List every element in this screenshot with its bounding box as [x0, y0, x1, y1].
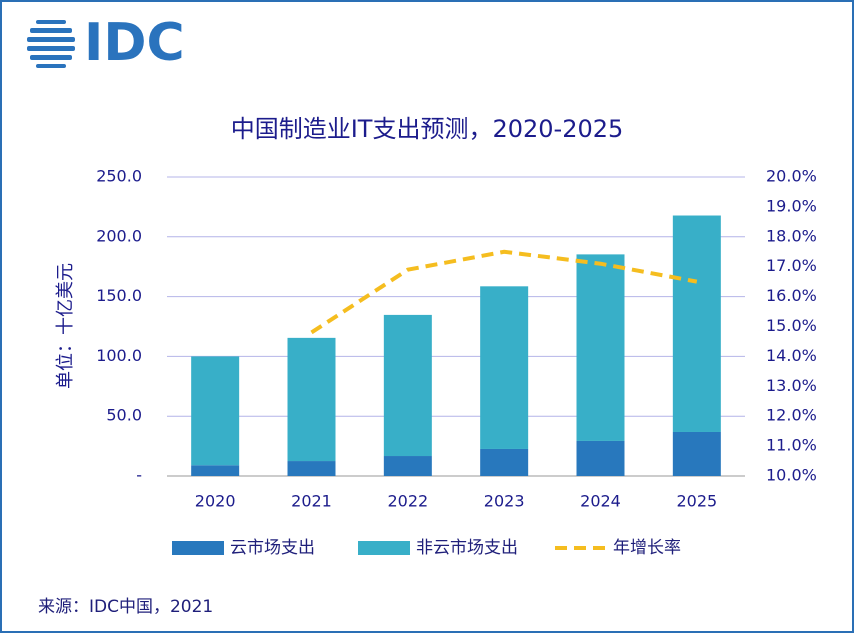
- y2-tick-label: 16.0%: [766, 286, 817, 305]
- logo-text: IDC: [84, 13, 185, 73]
- bar: [191, 356, 240, 466]
- legend-label: 年增长率: [613, 538, 681, 558]
- bar: [576, 254, 625, 441]
- chart-title: 中国制造业IT支出预测，2020-2025: [231, 115, 624, 143]
- y2-tick-label: 19.0%: [766, 196, 817, 215]
- y-tick-label: 250.0: [96, 167, 142, 186]
- y2-tick-label: 10.0%: [766, 466, 817, 485]
- x-tick-label: 2021: [291, 492, 332, 511]
- bar: [287, 461, 336, 476]
- bar: [480, 448, 529, 476]
- bar: [383, 456, 432, 476]
- legend-label: 云市场支出: [230, 538, 315, 558]
- y2-tick-label: 13.0%: [766, 376, 817, 395]
- x-tick-label: 2024: [580, 492, 621, 511]
- y-tick-label: -: [136, 466, 142, 485]
- y2-tick-label: 14.0%: [766, 346, 817, 365]
- y2-tick-label: 20.0%: [766, 167, 817, 186]
- logo-mark: [27, 20, 75, 68]
- bar: [480, 286, 529, 449]
- bar: [191, 465, 240, 476]
- y2-tick-label: 15.0%: [766, 316, 817, 335]
- x-tick-label: 2022: [387, 492, 428, 511]
- y2-tick-label: 17.0%: [766, 256, 817, 275]
- bar: [672, 431, 721, 476]
- legend-label: 非云市场支出: [416, 538, 518, 558]
- y-axis-label: 单位：十亿美元: [55, 263, 76, 389]
- y2-tick-label: 12.0%: [766, 406, 817, 425]
- y-tick-label: 100.0: [96, 346, 142, 365]
- bar: [576, 440, 625, 476]
- y2-tick-label: 11.0%: [766, 436, 817, 455]
- y2-tick-label: 18.0%: [766, 226, 817, 245]
- x-tick-label: 2025: [676, 492, 717, 511]
- line: [310, 249, 698, 335]
- y-tick-label: 50.0: [106, 406, 142, 425]
- y-tick-label: 150.0: [96, 286, 142, 305]
- source: 来源：IDC中国，2021: [38, 597, 213, 617]
- y-tick-label: 200.0: [96, 226, 142, 245]
- x-tick-label: 2020: [195, 492, 236, 511]
- bar: [287, 337, 336, 462]
- x-tick-label: 2023: [484, 492, 525, 511]
- bar: [383, 314, 432, 457]
- bar: [672, 215, 721, 432]
- legend-swatch: [358, 541, 410, 555]
- legend-swatch: [172, 541, 224, 555]
